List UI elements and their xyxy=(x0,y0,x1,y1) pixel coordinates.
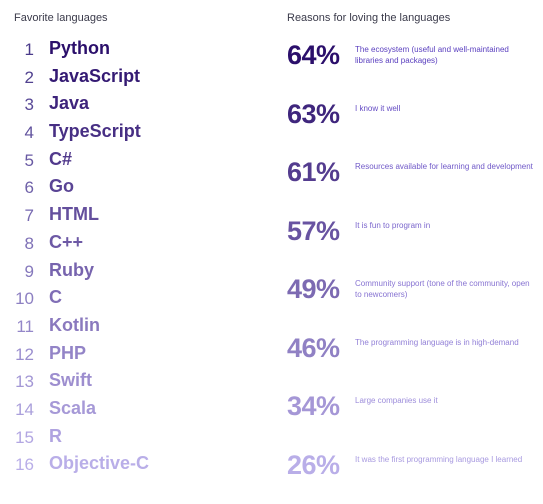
language-name: C xyxy=(49,287,62,308)
reasons-title: Reasons for loving the languages xyxy=(287,12,450,24)
reason-text: The ecosystem (useful and well-maintaine… xyxy=(355,44,535,66)
language-rank: 2 xyxy=(0,68,34,88)
reason-percentage: 63% xyxy=(287,99,340,130)
language-rank: 9 xyxy=(0,262,34,282)
language-row: 9 Ruby xyxy=(0,258,270,286)
language-name: JavaScript xyxy=(49,66,140,87)
language-rank: 6 xyxy=(0,178,34,198)
reason-row: 64% The ecosystem (useful and well-mainta… xyxy=(287,36,537,95)
language-row: 12 PHP xyxy=(0,341,270,369)
language-rank: 7 xyxy=(0,206,34,226)
reason-percentage: 57% xyxy=(287,216,340,247)
reason-percentage: 26% xyxy=(287,450,340,481)
reason-row: 63% I know it well xyxy=(287,95,537,154)
language-name: C# xyxy=(49,149,72,170)
language-rank: 12 xyxy=(0,345,34,365)
language-rank: 14 xyxy=(0,400,34,420)
language-row: 16 Objective-C xyxy=(0,451,270,479)
language-rank: 8 xyxy=(0,234,34,254)
language-rank: 15 xyxy=(0,428,34,448)
language-rank: 16 xyxy=(0,455,34,475)
reason-text: Community support (tone of the community… xyxy=(355,278,535,300)
language-row: 4 TypeScript xyxy=(0,119,270,147)
language-name: Scala xyxy=(49,398,96,419)
language-ranking-list: 1 Python 2 JavaScript 3 Java 4 TypeScript 5 C# 6 Go… xyxy=(0,36,270,479)
reason-text: It is fun to program in xyxy=(355,220,535,231)
language-name: PHP xyxy=(49,343,86,364)
language-row: 13 Swift xyxy=(0,368,270,396)
language-row: 14 Scala xyxy=(0,396,270,424)
reason-percentage: 46% xyxy=(287,333,340,364)
language-rank: 4 xyxy=(0,123,34,143)
language-name: C++ xyxy=(49,232,83,253)
language-row: 5 C# xyxy=(0,147,270,175)
language-name: Swift xyxy=(49,370,92,391)
reason-row: 46% The programming language is in high-d… xyxy=(287,329,537,388)
language-name: Python xyxy=(49,38,110,59)
language-name: TypeScript xyxy=(49,121,141,142)
reason-text: I know it well xyxy=(355,103,535,114)
language-row: 7 HTML xyxy=(0,202,270,230)
reason-row: 57% It is fun to program in xyxy=(287,212,537,271)
language-name: Kotlin xyxy=(49,315,100,336)
reason-row: 61% Resources available for learning and … xyxy=(287,153,537,212)
language-rank: 1 xyxy=(0,40,34,60)
language-row: 2 JavaScript xyxy=(0,64,270,92)
language-name: Go xyxy=(49,176,74,197)
language-name: R xyxy=(49,426,62,447)
reason-percentage: 64% xyxy=(287,40,340,71)
language-rank: 10 xyxy=(0,289,34,309)
reason-text: Large companies use it xyxy=(355,395,535,406)
language-row: 10 C xyxy=(0,285,270,313)
favorite-languages-title: Favorite languages xyxy=(14,12,108,24)
reasons-list: 64% The ecosystem (useful and well-mainta… xyxy=(287,36,537,504)
language-rank: 3 xyxy=(0,95,34,115)
language-name: Ruby xyxy=(49,260,94,281)
language-row: 11 Kotlin xyxy=(0,313,270,341)
language-rank: 11 xyxy=(0,317,34,337)
language-row: 3 Java xyxy=(0,91,270,119)
language-name: Objective-C xyxy=(49,453,149,474)
language-row: 15 R xyxy=(0,424,270,452)
language-row: 1 Python xyxy=(0,36,270,64)
reason-text: It was the first programming language I … xyxy=(355,454,535,465)
language-name: Java xyxy=(49,93,89,114)
reason-row: 49% Community support (tone of the commun… xyxy=(287,270,537,329)
language-name: HTML xyxy=(49,204,99,225)
reason-text: The programming language is in high-dema… xyxy=(355,337,535,348)
language-rank: 13 xyxy=(0,372,34,392)
reason-row: 34% Large companies use it xyxy=(287,387,537,446)
language-row: 8 C++ xyxy=(0,230,270,258)
reason-percentage: 49% xyxy=(287,274,340,305)
reason-row: 26% It was the first programming language… xyxy=(287,446,537,504)
reason-percentage: 61% xyxy=(287,157,340,188)
reason-text: Resources available for learning and dev… xyxy=(355,161,535,172)
language-rank: 5 xyxy=(0,151,34,171)
reason-percentage: 34% xyxy=(287,391,340,422)
language-row: 6 Go xyxy=(0,174,270,202)
